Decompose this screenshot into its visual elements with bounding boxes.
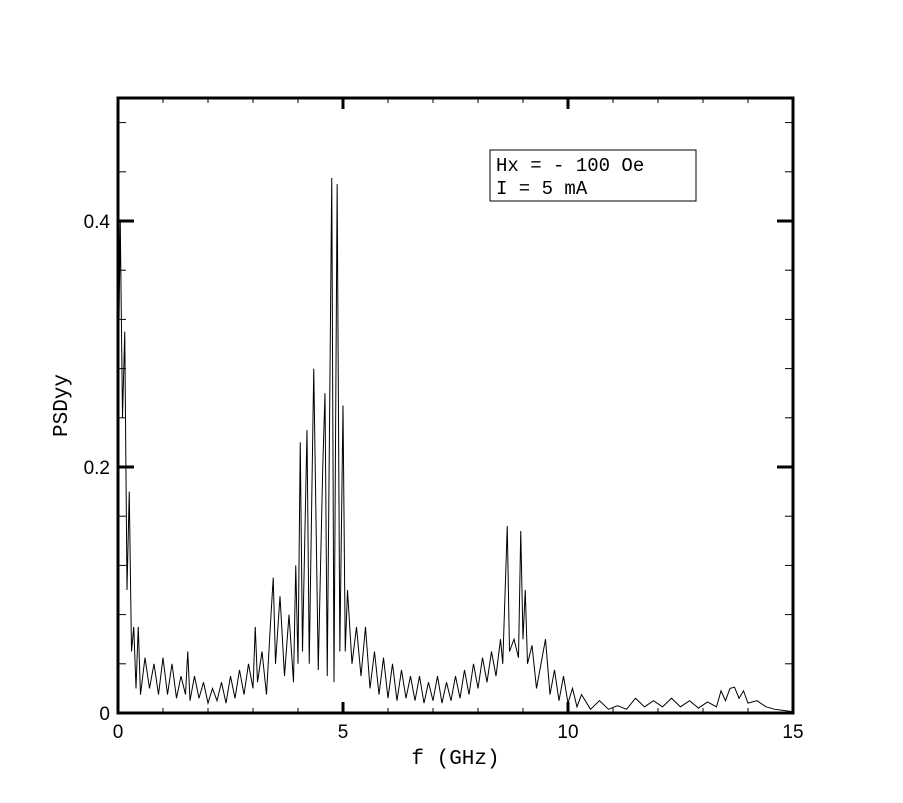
annotation-frame bbox=[489, 149, 697, 202]
y-axis-title: PSDyy bbox=[51, 374, 74, 437]
y-tick-label: 0.2 bbox=[84, 458, 110, 479]
y-tick-labels: 0 0.2 0.4 bbox=[84, 212, 111, 725]
series-line bbox=[117, 177, 794, 713]
peak-points bbox=[117, 176, 736, 688]
x-tick-labels: 0 5 10 15 bbox=[113, 722, 804, 743]
y-tick-label: 0.4 bbox=[84, 212, 111, 233]
x-tick-label: 0 bbox=[113, 722, 124, 743]
x-tick-label: 5 bbox=[338, 722, 349, 743]
annotation-box: Hx = - 100 Oe I = 5 mA bbox=[489, 149, 697, 202]
y-tick-label: 0 bbox=[99, 704, 110, 725]
plot-frame bbox=[116, 96, 795, 715]
x-tick-label: 10 bbox=[557, 722, 578, 743]
x-axis-title: f (GHz) bbox=[411, 748, 499, 771]
x-tick-label: 15 bbox=[782, 722, 803, 743]
annotation-line-field: Hx = - 100 Oe bbox=[496, 155, 644, 177]
annotation-line-current: I = 5 mA bbox=[496, 178, 588, 200]
